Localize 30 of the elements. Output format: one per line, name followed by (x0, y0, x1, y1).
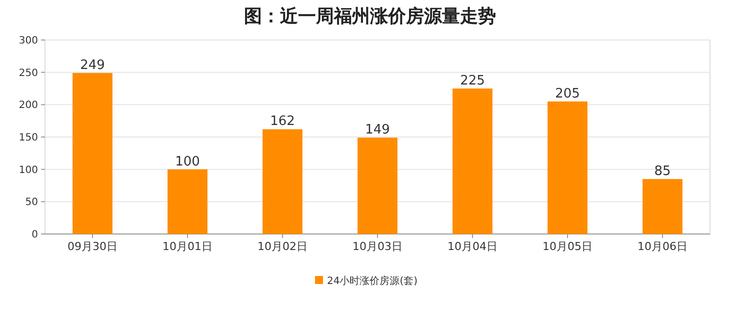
data-label: 100 (175, 154, 200, 170)
bar (262, 129, 302, 234)
x-tick-label: 10月02日 (258, 240, 308, 253)
y-tick-label: 250 (18, 68, 38, 79)
x-tick-label: 10月06日 (638, 240, 688, 253)
bar (548, 101, 588, 234)
data-label: 205 (555, 86, 580, 102)
data-label: 85 (654, 164, 671, 180)
bar (642, 179, 682, 234)
legend-label: 24小时涨价房源(套) (327, 275, 418, 287)
x-tick-label: 10月03日 (352, 240, 402, 253)
chart-title: 图：近一周福州涨价房源量走势 (244, 6, 496, 27)
data-label: 162 (270, 114, 295, 130)
bar (168, 169, 208, 234)
bar (358, 138, 398, 234)
bar (72, 72, 112, 234)
data-label: 149 (365, 122, 390, 138)
y-tick-label: 100 (18, 164, 38, 176)
x-tick-label: 10月04日 (448, 240, 498, 253)
y-tick-label: 300 (18, 36, 38, 46)
x-tick-label: 10月05日 (542, 240, 592, 253)
y-tick-label: 0 (32, 230, 38, 240)
data-label: 225 (460, 74, 485, 88)
x-tick-label: 10月01日 (162, 240, 212, 253)
bar (452, 88, 492, 234)
data-label: 249 (80, 58, 105, 73)
y-tick-label: 150 (18, 132, 38, 144)
y-tick-label: 200 (18, 100, 38, 112)
x-tick-label: 09月30日 (68, 240, 118, 253)
y-tick-label: 50 (25, 197, 38, 208)
